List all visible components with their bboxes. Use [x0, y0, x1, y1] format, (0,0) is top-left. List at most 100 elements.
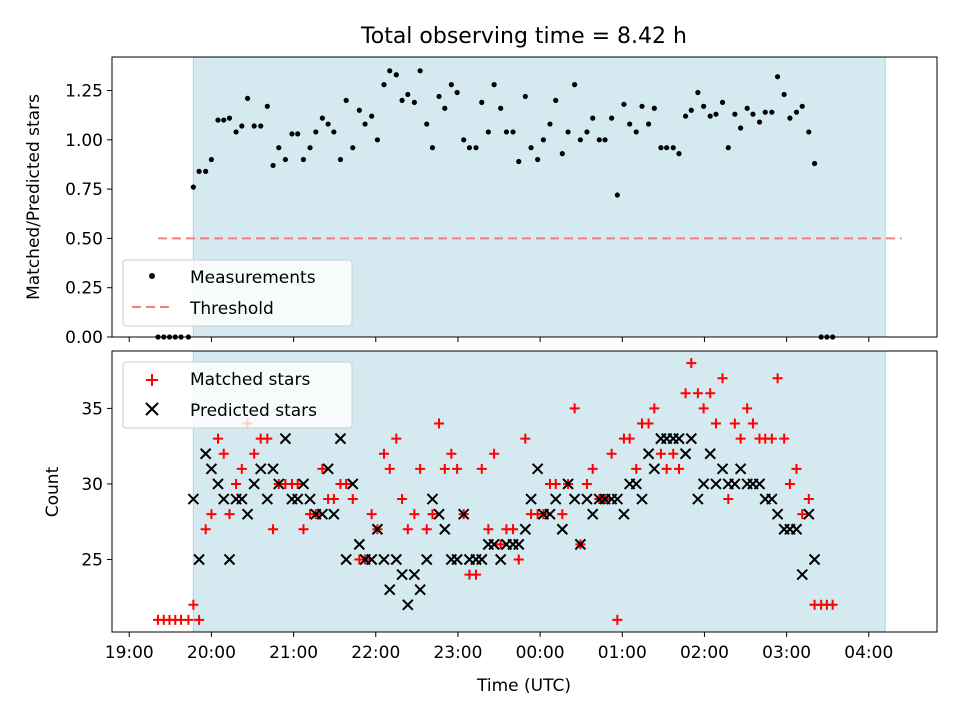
predicted-star-point [808, 553, 821, 566]
predicted-star-point [753, 478, 766, 490]
predicted-star-point [261, 493, 274, 505]
legend-predicted-label: Predicted stars [190, 401, 317, 421]
measurement-point [325, 121, 331, 127]
bottom-xtick-label: 03:00 [762, 643, 811, 663]
matched-star-point [673, 463, 684, 474]
matched-star-point [692, 388, 703, 399]
matched-star-point [366, 509, 377, 520]
matched-star-point [249, 448, 260, 459]
matched-star-point [668, 448, 679, 459]
predicted-star-point [241, 508, 254, 520]
measurement-point [429, 145, 436, 151]
matched-star-point [513, 554, 524, 565]
measurement-point [535, 156, 541, 163]
predicted-star-point [384, 583, 396, 596]
measurement-point [251, 123, 257, 129]
matched-star-point [735, 433, 746, 444]
predicted-star-point [734, 463, 747, 475]
measurement-point [503, 129, 510, 135]
matched-star-point [723, 494, 734, 505]
bottom-ylabel: Count [43, 466, 63, 517]
measurement-point [627, 121, 633, 127]
measurement-point [609, 115, 615, 121]
bottom-xtick-label: 00:00 [516, 643, 565, 663]
measurement-point [572, 82, 578, 88]
measurement-point [614, 192, 620, 198]
measurement-point [282, 156, 288, 163]
bottom-xtick-label: 23:00 [433, 643, 482, 663]
bottom-plot-marks [153, 358, 838, 625]
matched-star-point [298, 524, 309, 535]
predicted-star-point [544, 508, 556, 520]
matched-star-point [779, 433, 790, 444]
matched-star-point [409, 509, 420, 520]
predicted-star-point [531, 463, 544, 475]
predicted-star-point [586, 508, 599, 520]
matched-star-point [391, 433, 402, 444]
measurement-point [602, 137, 608, 143]
measurement-point [233, 129, 239, 135]
matched-star-point [643, 418, 654, 429]
top-ytick-label: 0.00 [65, 328, 103, 348]
bottom-xlabel: Time (UTC) [476, 676, 571, 696]
matched-star-point [328, 494, 339, 505]
measurement-point [596, 137, 602, 143]
measurement-point [203, 168, 209, 174]
predicted-star-point [273, 478, 285, 490]
measurement-point [670, 145, 676, 151]
measurement-point [362, 121, 368, 127]
measurement-point [196, 168, 202, 174]
measurement-point [719, 99, 726, 105]
measurement-point [510, 129, 516, 135]
predicted-star-point [636, 493, 648, 505]
measurement-point [577, 137, 583, 143]
top-legend: Measurements Threshold [122, 259, 353, 327]
predicted-star-point [574, 538, 587, 551]
predicted-star-point [766, 493, 778, 505]
matched-star-point [649, 403, 660, 414]
matched-star-point [476, 463, 487, 474]
top-ylabel: Matched/Predicted stars [24, 94, 44, 300]
matched-star-point [452, 463, 463, 474]
predicted-star-point [451, 553, 463, 566]
predicted-star-point [212, 478, 224, 490]
matched-star-point [268, 524, 279, 535]
matched-star-point [705, 388, 716, 399]
measurement-point [190, 184, 196, 190]
predicted-star-point [550, 493, 562, 505]
measurement-point [485, 129, 491, 135]
top-ytick-label: 1.25 [65, 82, 103, 102]
measurement-point [307, 145, 313, 151]
measurement-point [343, 97, 349, 103]
measurement-point [331, 129, 337, 135]
predicted-star-point [236, 493, 248, 505]
measurement-point [701, 103, 707, 109]
matched-star-point [236, 463, 247, 474]
matched-star-point [661, 463, 672, 474]
measurement-point [522, 93, 528, 100]
measurement-point [295, 131, 301, 137]
measurement-point [350, 145, 356, 151]
measurement-point [676, 151, 682, 157]
top-ytick-label: 0.25 [65, 279, 103, 299]
predicted-star-point [439, 523, 451, 535]
matched-star-point [772, 373, 783, 384]
bottom-xtick-label: 22:00 [351, 643, 400, 663]
matched-star-point [434, 418, 445, 429]
measurement-point [639, 103, 645, 109]
measurement-point [707, 113, 713, 119]
matched-star-point [612, 614, 623, 625]
matched-star-point [624, 433, 635, 444]
measurement-point [313, 129, 319, 135]
matched-star-point [384, 463, 395, 474]
matched-star-point [206, 509, 217, 520]
measurement-point [226, 115, 233, 121]
measurement-point [732, 111, 738, 117]
measurement-point [516, 158, 522, 165]
predicted-star-point [648, 463, 661, 475]
matched-star-point [213, 433, 224, 444]
measurement-point [793, 109, 800, 115]
predicted-star-point [556, 523, 569, 535]
matched-star-point [766, 433, 777, 444]
